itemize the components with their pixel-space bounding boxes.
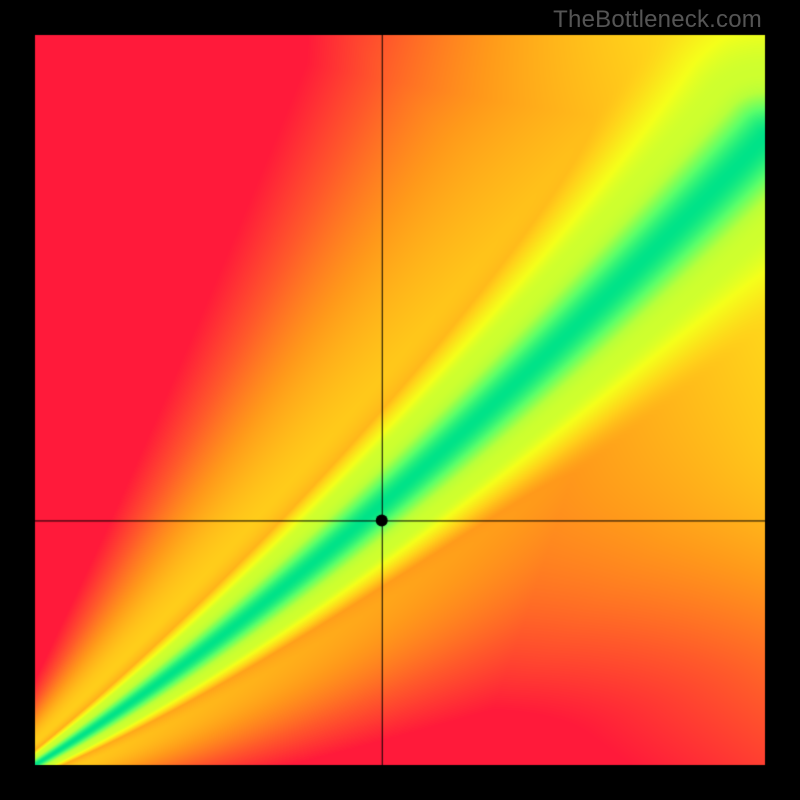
- chart-container: { "chart": { "type": "heatmap", "canvas_…: [0, 0, 800, 800]
- bottleneck-heatmap: [0, 0, 800, 800]
- watermark-text: TheBottleneck.com: [553, 6, 762, 34]
